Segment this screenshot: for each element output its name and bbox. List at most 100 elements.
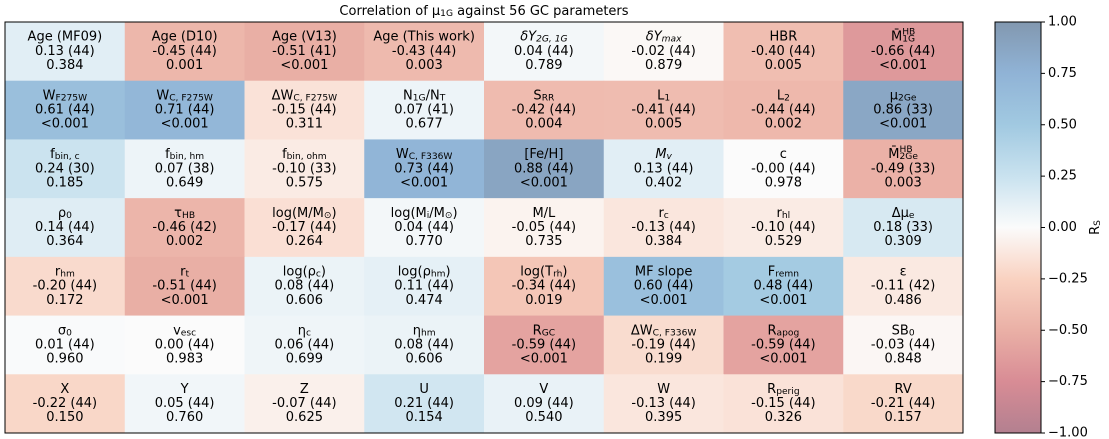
text-part: 2Ge [900,152,919,162]
cell-label: [Fe/H] [524,147,563,162]
text-part: F [768,264,775,279]
cell-label: Z [300,381,309,396]
heatmap-cell [5,256,126,317]
cell-value: 0.71 (44) [155,103,215,118]
text-part: ΔW [631,323,653,338]
cell-value: 0.14 (44) [35,220,95,235]
cell-value: 0.21 (44) [394,396,454,411]
cell-label: δY2G, 1G [520,29,567,44]
text-part: log(T [520,264,553,279]
cell-p-value: 0.649 [166,175,203,190]
text-part: W [43,88,56,103]
text-part: Age (This work) [373,29,475,44]
cell-label: fbin, hm [165,147,204,162]
colorbar-tick-label: −0.75 [1048,374,1088,389]
text-part: v [173,323,181,338]
heatmap-cell [5,198,126,258]
cell-value: -0.44 (44) [751,103,815,118]
cell-p-value: 0.157 [885,410,922,425]
cell-value: -0.41 (44) [631,103,695,118]
cell-label: M/L [532,205,556,220]
cell-label: WC, F275W [156,88,213,103]
cell-value: 0.07 (38) [155,161,215,176]
cell-p-value: 0.172 [46,293,83,308]
cell-value: -0.22 (44) [33,396,97,411]
text-part: log(ρ [283,264,316,279]
heatmap-cell [603,198,724,258]
cell-p-value: 0.309 [885,234,922,249]
cell-value: 0.07 (41) [394,103,454,118]
text-part: 2Ge [898,93,917,103]
cell-value: -0.15 (44) [751,396,815,411]
cell-value: -0.66 (44) [871,44,935,59]
cell-value: 0.08 (44) [394,337,454,352]
cell-p-value: 0.154 [406,410,443,425]
cell-p-value: 0.002 [765,117,802,132]
heatmap-cell [723,198,844,258]
cell-label: fbin, c [50,147,79,162]
cell-label: SB0 [892,323,915,338]
heatmap-cell [843,256,964,317]
text-part: r [55,264,61,279]
cell-p-value: <0.001 [520,352,568,367]
heatmap-cell [484,198,605,258]
cell-value: -0.13 (44) [631,396,695,411]
text-part: μ [890,88,898,103]
cell-value: -0.21 (44) [871,396,935,411]
cell-value: 0.01 (44) [35,337,95,352]
colorbar-tick-label: −0.50 [1048,323,1088,338]
heatmap-cell [124,80,245,140]
text-part: /M [429,205,445,220]
cell-value: 0.73 (44) [394,161,454,176]
text-part: esc [181,328,196,338]
cell-label: ηhm [413,323,436,338]
cell-label: RGC [533,323,555,338]
cell-value: -0.40 (44) [751,44,815,59]
cell-label: X [60,381,69,396]
heatmap-cell [244,256,365,317]
cell-label: L1 [657,88,670,103]
text-part: r [658,205,664,220]
text-part: 0 [909,328,915,338]
heatmap-cell [723,80,844,140]
cell-value: -0.59 (44) [512,337,576,352]
cell-value: -0.07 (44) [272,396,336,411]
text-part: r [180,264,186,279]
text-part: f [282,147,287,162]
cell-value: -0.15 (44) [272,103,336,118]
cell-p-value: 0.019 [525,293,562,308]
text-part: c [780,147,787,162]
text-part: W [396,147,409,162]
text-part: i [427,211,430,221]
text-part: 2G, 1G [536,34,567,44]
cell-p-value: 0.311 [286,117,323,132]
heatmap-cell [843,80,964,140]
text-part: η [298,323,306,338]
text-part: 1G [440,9,453,19]
cell-p-value: <0.001 [280,58,328,73]
cell-label: Rapog [768,323,800,338]
cell-p-value: 0.002 [166,234,203,249]
heatmap-cell [484,22,605,82]
text-part: c [306,328,311,338]
cell-p-value: <0.001 [759,352,807,367]
heatmap-cell [723,22,844,82]
heatmap-cell [843,22,964,82]
cell-label: RV [895,381,912,396]
text-part: bin, ohm [287,152,327,162]
text-part: hm [421,328,436,338]
cell-p-value: 0.540 [525,410,562,425]
cell-p-value: <0.001 [759,293,807,308]
cell-p-value: 0.004 [525,117,562,132]
cell-label: log(ρc) [283,264,326,279]
cell-value: 0.48 (44) [753,279,813,294]
text-part: ⊙ [445,211,453,221]
cell-label: ηc [298,323,311,338]
cell-p-value: 0.384 [46,58,83,73]
heatmap-cell [723,139,844,199]
heatmap-cell [364,315,485,375]
heatmap-cell [5,315,126,375]
cell-p-value: 0.960 [46,352,83,367]
text-part: R [533,323,542,338]
cell-value: 0.86 (33) [873,103,933,118]
